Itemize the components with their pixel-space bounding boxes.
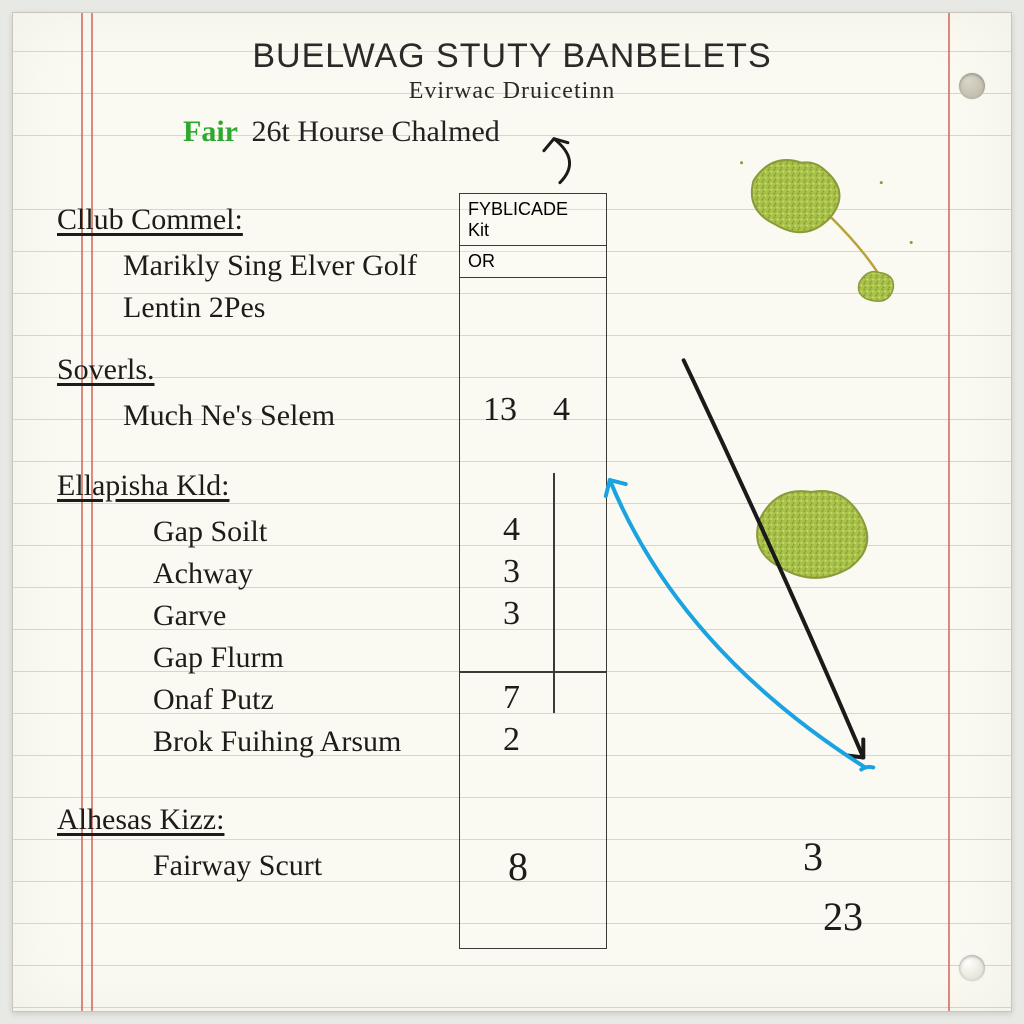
blue-arrow-icon [610, 480, 865, 767]
small-arrow-head-icon [544, 139, 568, 151]
alhesas-line-1: Fairway Scurt [153, 845, 322, 887]
paper-sheet: BUELWAG STUTY BANBELETS Evirwac Druiceti… [12, 12, 1012, 1012]
bush-icon [740, 160, 913, 301]
ellapisha-val-2: 3 [503, 595, 520, 633]
value-column-box [459, 269, 607, 949]
soverls-val-13: 13 [483, 391, 517, 429]
page-title: BUELWAG STUTY BANBELETS [13, 37, 1011, 76]
fair-line: Fair 26t Hourse Chalmed [183, 115, 500, 149]
ellapisha-item-1: Achway [153, 553, 401, 595]
ellapisha-item-0: Gap Soilt [153, 511, 401, 553]
ellapisha-item-5: Brok Fuihing Arsum [153, 721, 401, 763]
value-column-cross [459, 671, 607, 673]
section-heading-club: Cllub Commel: [57, 203, 243, 237]
section-body-soverls: Much Ne's Selem [123, 395, 335, 437]
club-line-2: Lentin 2Pes [123, 287, 417, 329]
black-arrow-icon [684, 360, 864, 757]
soverls-val-4: 4 [553, 391, 570, 429]
section-heading-soverls: Soverls. [57, 353, 155, 387]
ellapisha-val-1: 3 [503, 553, 520, 591]
left-margin-rule [81, 13, 93, 1011]
right-margin-rule [948, 13, 950, 1011]
section-body-alhesas: Fairway Scurt [153, 845, 322, 887]
loose-num-23: 23 [823, 893, 863, 940]
section-heading-ellapisha: Ellapisha Kld: [57, 469, 229, 503]
section-body-ellapisha: Gap Soilt Achway Garve Gap Flurm Onaf Pu… [153, 511, 401, 763]
blue-arrow-head-icon [606, 480, 626, 496]
soverls-line-1: Much Ne's Selem [123, 395, 335, 437]
page-subtitle: Evirwac Druicetinn [13, 78, 1011, 105]
fair-prefix: Fair [183, 115, 238, 148]
ellapisha-item-2: Garve [153, 595, 401, 637]
club-line-1: Marikly Sing Elver Golf [123, 245, 417, 287]
blue-arrow-tail-icon [861, 767, 873, 770]
small-arrow-icon [554, 139, 570, 183]
section-body-club: Marikly Sing Elver Golf Lentin 2Pes [123, 245, 417, 329]
value-column-divider [553, 473, 555, 713]
ellapisha-item-4: Onaf Putz [153, 679, 401, 721]
section-heading-alhesas: Alhesas Kizz: [57, 803, 224, 837]
fair-rest: 26t Hourse Chalmed [251, 115, 499, 148]
ellapisha-val-5: 2 [503, 721, 520, 759]
loose-num-3: 3 [803, 833, 823, 880]
punch-hole-bottom [959, 955, 985, 981]
bush-icon-2 [757, 491, 867, 578]
mini-table: FYBLICADE Kit OR [459, 193, 607, 278]
alhesas-val: 8 [508, 843, 528, 890]
ellapisha-item-3: Gap Flurm [153, 637, 401, 679]
mini-table-r1: FYBLICADE Kit [460, 194, 606, 246]
title-block: BUELWAG STUTY BANBELETS Evirwac Druiceti… [13, 37, 1011, 105]
ellapisha-val-4: 7 [503, 679, 520, 717]
ellapisha-val-0: 4 [503, 511, 520, 549]
black-arrow-head-icon [847, 740, 863, 758]
